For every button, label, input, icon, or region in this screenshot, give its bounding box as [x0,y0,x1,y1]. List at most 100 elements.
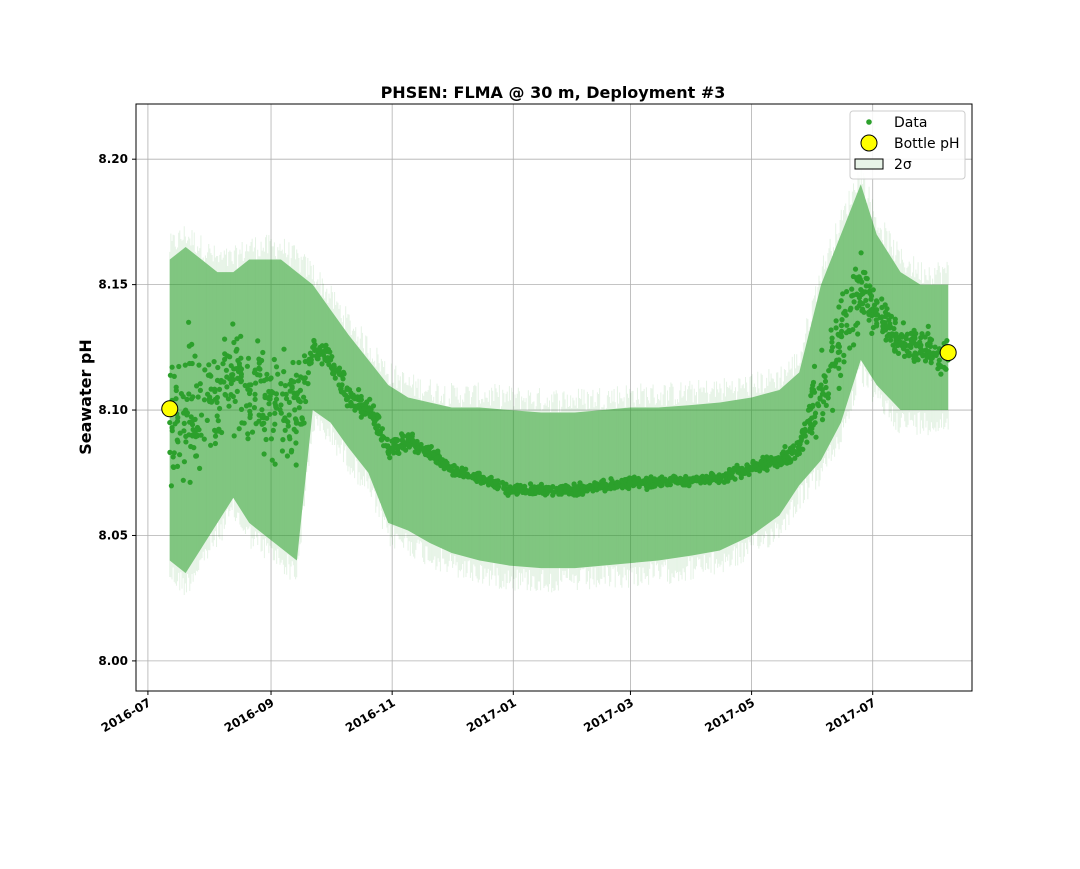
data-point [186,391,192,397]
data-point [249,429,256,435]
data-point [261,427,268,433]
data-point [328,357,334,363]
data-point [841,359,847,365]
data-point [192,429,198,435]
data-point [214,413,220,419]
data-point [245,431,251,437]
data-point [173,387,179,394]
data-point [792,455,798,461]
data-point [234,346,240,352]
bottle-ph-point [161,400,179,418]
data-point [206,362,212,368]
data-point [256,418,262,424]
plot-frame [135,103,973,692]
data-point [253,380,259,386]
data-point [189,341,195,347]
data-point [796,445,802,451]
data-point [370,403,377,409]
data-point [171,450,177,456]
data-point [660,478,667,484]
data-point [295,378,301,384]
data-point [309,353,315,359]
data-point [892,346,898,353]
data-point [746,471,752,478]
data-point [271,356,277,363]
data-point [259,407,265,413]
data-point [231,339,237,346]
data-point [698,478,704,484]
data-point [352,407,358,413]
data-point [327,349,333,355]
data-point [278,410,284,416]
data-point [748,465,755,471]
data-point [314,356,320,362]
data-point [186,319,192,325]
data-point [544,485,550,491]
data-point [190,394,196,400]
data-point [399,431,405,437]
data-point [850,273,857,280]
data-point [441,466,447,472]
data-point [305,370,311,376]
data-point [566,485,572,491]
legend-bottle-marker [860,134,878,152]
data-point [311,337,317,344]
data-point [238,333,244,339]
data-point [860,306,866,312]
data-point [257,372,263,378]
data-point [858,250,864,256]
data-point [330,370,336,377]
data-point [461,469,467,475]
data-point [273,364,280,370]
data-point [820,390,826,397]
data-points [167,250,951,498]
data-point [844,322,850,328]
data-point [279,448,285,454]
data-point [252,396,258,402]
data-point [476,475,483,481]
data-point [667,475,674,482]
data-point [883,337,889,343]
data-point [836,365,842,371]
data-point [647,478,653,484]
data-point [415,450,421,456]
data-point [821,399,827,405]
data-point [849,286,855,292]
data-point [406,442,412,448]
data-point [836,304,842,310]
data-point [857,299,863,305]
data-point [262,394,268,401]
data-point [780,449,787,455]
data-point [171,373,177,379]
data-point [928,360,934,366]
data-point [375,413,381,419]
data-point [918,348,924,355]
data-point [891,326,897,332]
data-point [283,396,290,402]
data-point [345,394,352,401]
data-point [183,407,189,413]
data-point [305,381,311,387]
data-point [288,377,294,384]
data-point [316,349,323,355]
data-point [823,384,829,391]
data-point [243,403,250,409]
legend: Data Bottle pH 2σ [849,110,966,180]
data-point [414,445,421,451]
data-point [829,361,835,367]
data-point [588,483,594,489]
data-point [938,371,944,377]
data-point [286,412,292,418]
data-point [677,479,683,485]
data-point [913,331,919,337]
data-point [231,433,237,439]
data-point [297,399,303,405]
data-point [435,448,441,454]
data-point [278,381,284,387]
data-point [839,317,845,323]
data-point [245,386,251,392]
data-point [298,374,304,380]
data-point [234,388,240,394]
